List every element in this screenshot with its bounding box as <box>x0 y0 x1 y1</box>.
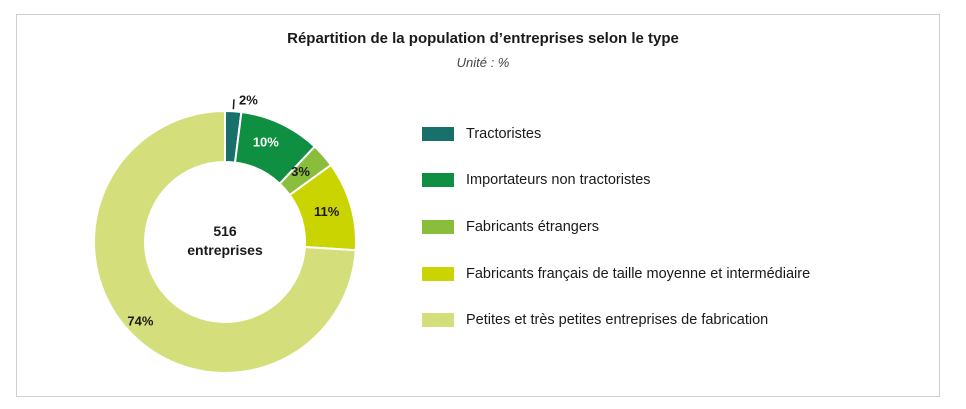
slice-value-label: 74% <box>127 313 153 328</box>
legend-swatch <box>422 220 454 234</box>
legend-item: Tractoristes <box>422 124 541 144</box>
slice-value-label: 2% <box>239 92 258 107</box>
legend-label: Importateurs non tractoristes <box>466 172 651 188</box>
legend-item: Fabricants étrangers <box>422 217 599 237</box>
legend-swatch <box>422 313 454 327</box>
slice-value-label: 3% <box>291 164 310 179</box>
legend-swatch <box>422 173 454 187</box>
center-label-unit: entreprises <box>187 242 263 258</box>
slice-value-label: 11% <box>314 204 340 219</box>
legend-label: Fabricants étrangers <box>466 219 599 235</box>
legend-label: Fabricants français de taille moyenne et… <box>466 266 811 282</box>
chart-title: Répartition de la population d’entrepris… <box>287 30 679 47</box>
center-label-count: 516 <box>213 223 237 239</box>
slice-value-label: 10% <box>253 134 279 149</box>
slice-leader-line <box>232 99 235 110</box>
legend-swatch <box>422 267 454 281</box>
donut-slice <box>93 109 357 374</box>
chart-frame <box>16 14 940 397</box>
legend-label: Petites et très petites entreprises de f… <box>466 312 769 328</box>
legend-item: Importateurs non tractoristes <box>422 170 651 190</box>
legend-item: Petites et très petites entreprises de f… <box>422 310 768 330</box>
legend-item: Fabricants français de taille moyenne et… <box>422 264 810 284</box>
chart-subtitle: Unité : % <box>456 55 510 70</box>
legend-swatch <box>422 127 454 141</box>
legend-label: Tractoristes <box>466 126 542 142</box>
